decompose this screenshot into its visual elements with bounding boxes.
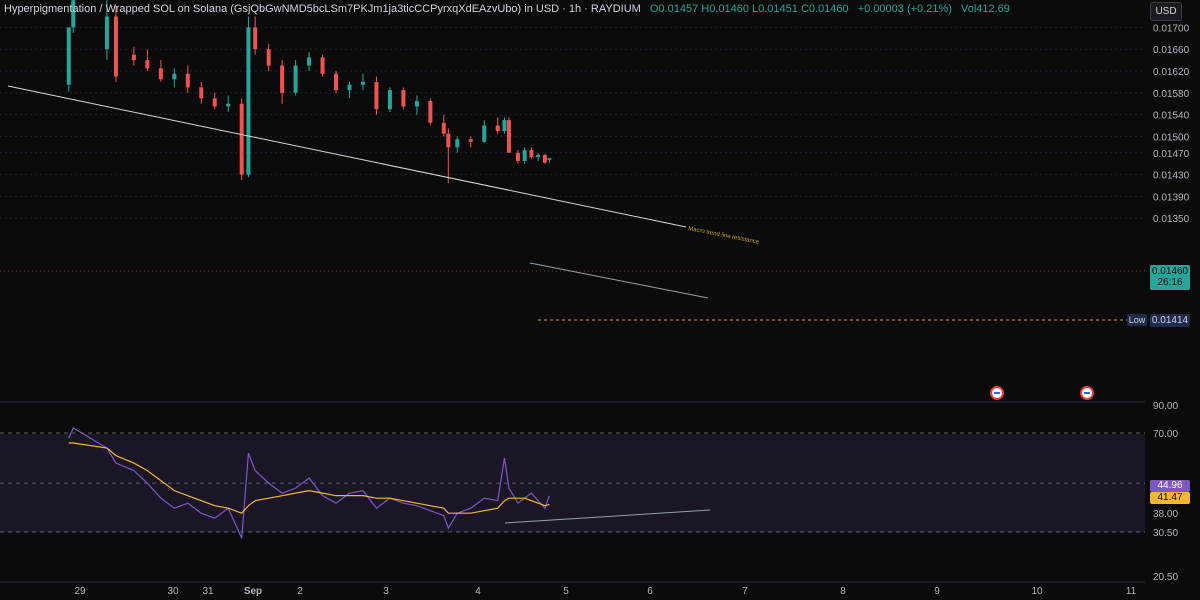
candle-body[interactable] (320, 57, 325, 74)
candle-body[interactable] (529, 150, 534, 158)
rsi-tick-label: 90.00 (1153, 401, 1178, 412)
candle-body[interactable] (542, 154, 547, 163)
price-axis[interactable]: 0.01700 0.01660 0.01620 0.01580 0.01540 0.015… (1153, 23, 1190, 225)
candle-body[interactable] (104, 16, 109, 50)
price-tick-label: 0.01470 (1153, 149, 1190, 160)
price-tick-label: 0.01390 (1153, 192, 1190, 203)
candle-body[interactable] (455, 139, 460, 148)
time-axis[interactable]: 29 30 31 Sep 2 3 4 5 6 7 8 9 10 11 (74, 586, 1136, 597)
price-tick-label: 0.01660 (1153, 45, 1190, 56)
candle-body[interactable] (482, 125, 487, 142)
main-pane[interactable] (0, 0, 1145, 402)
time-tick-label: 9 (934, 586, 940, 597)
time-tick-label: Sep (244, 586, 262, 597)
price-grid (0, 26, 1145, 219)
candle-body[interactable] (446, 133, 451, 148)
support-trendline[interactable] (529, 262, 709, 299)
candle-body[interactable] (172, 73, 177, 80)
time-tick-label: 2 (297, 586, 303, 597)
candle-body[interactable] (522, 150, 527, 161)
chart-legend[interactable]: Hyperpigmentation / Wrapped SOL on Solan… (4, 3, 1010, 15)
rsi-tick-label: 70.00 (1153, 429, 1178, 440)
current-price-tag: 0.01460 26:16 (1150, 265, 1190, 290)
volume-value: Vol412.69 (960, 3, 1010, 15)
rsi-tick-label: 20.50 (1153, 572, 1178, 583)
rsi-tick-label: 30.50 (1153, 528, 1178, 539)
candle-body[interactable] (71, 0, 76, 28)
candle-body[interactable] (468, 139, 473, 142)
candle-body[interactable] (347, 84, 352, 91)
candle-body[interactable] (293, 65, 298, 93)
time-tick-label: 30 (167, 586, 179, 597)
rsi-layer[interactable] (68, 427, 550, 539)
candle-body[interactable] (536, 154, 541, 158)
time-tick-label: 11 (1126, 586, 1137, 597)
price-change: +0.00003 (+0.21%) (857, 3, 952, 15)
time-tick-label: 6 (647, 586, 653, 597)
candle-body[interactable] (441, 122, 446, 134)
low-price-tag: 0.01414 (1150, 314, 1190, 327)
candle-body[interactable] (66, 27, 71, 85)
candle-body[interactable] (502, 120, 507, 131)
time-tick-label: 31 (202, 586, 214, 597)
price-tick-label: 0.01620 (1153, 67, 1190, 78)
candle-body[interactable] (113, 16, 118, 77)
candle-body[interactable] (185, 73, 190, 88)
time-tick-label: 7 (742, 586, 748, 597)
price-tick-label: 0.01350 (1153, 214, 1190, 225)
rsi-value-tag: 44.96 (1150, 480, 1190, 492)
candle-body[interactable] (199, 87, 204, 99)
candle-body[interactable] (212, 98, 217, 107)
candles-layer[interactable] (66, 0, 552, 184)
candle-body[interactable] (145, 60, 150, 69)
candle-countdown: 26:16 (1157, 277, 1183, 288)
price-tick-label: 0.01500 (1153, 132, 1190, 143)
candle-body[interactable] (506, 120, 511, 153)
candle-body[interactable] (131, 54, 136, 61)
rsi-line[interactable] (68, 427, 550, 539)
candle-body[interactable] (280, 65, 285, 93)
time-tick-label: 29 (74, 586, 86, 597)
candle-body[interactable] (414, 101, 419, 107)
candle-body[interactable] (158, 68, 163, 80)
candle-body[interactable] (334, 73, 339, 91)
candle-body[interactable] (246, 27, 251, 175)
candle-body[interactable] (495, 125, 500, 131)
us-flag-event-icon[interactable] (990, 386, 1004, 400)
candle-body[interactable] (387, 90, 392, 110)
candle-body[interactable] (547, 158, 552, 160)
price-tick-label: 0.01430 (1153, 171, 1190, 182)
rsi-tick-label: 38.00 (1153, 509, 1178, 520)
price-tick-label: 0.01540 (1153, 111, 1190, 122)
rsi-ma-line[interactable] (68, 442, 550, 514)
candle-body[interactable] (401, 90, 406, 107)
ohlc-values: O0.01457 H0.01460 L0.01451 C0.01460 (649, 3, 849, 15)
candle-body[interactable] (374, 81, 379, 110)
candle-body[interactable] (226, 103, 231, 107)
us-flag-event-icon[interactable] (1080, 386, 1094, 400)
time-tick-label: 4 (475, 586, 481, 597)
rsi-ma-value-tag: 41.47 (1150, 492, 1190, 504)
candle-body[interactable] (428, 101, 433, 123)
current-price-value: 0.01460 (1151, 266, 1189, 277)
time-tick-label: 8 (840, 586, 846, 597)
currency-button[interactable]: USD (1150, 2, 1182, 21)
time-tick-label: 3 (383, 586, 389, 597)
price-tick-label: 0.01700 (1153, 23, 1190, 34)
candle-body[interactable] (239, 103, 244, 175)
time-tick-label: 10 (1031, 586, 1043, 597)
candle-body[interactable] (266, 49, 271, 66)
macro-trendline[interactable] (7, 85, 687, 228)
time-tick-label: 5 (563, 586, 569, 597)
price-tick-label: 0.01580 (1153, 89, 1190, 100)
rsi-divergence-line[interactable] (504, 509, 711, 524)
candle-body[interactable] (253, 27, 258, 50)
candle-body[interactable] (307, 57, 312, 66)
low-label: Low (1127, 314, 1147, 326)
symbol-title[interactable]: Hyperpigmentation / Wrapped SOL on Solan… (4, 3, 641, 15)
candle-body[interactable] (515, 152, 520, 161)
candle-body[interactable] (360, 81, 365, 85)
